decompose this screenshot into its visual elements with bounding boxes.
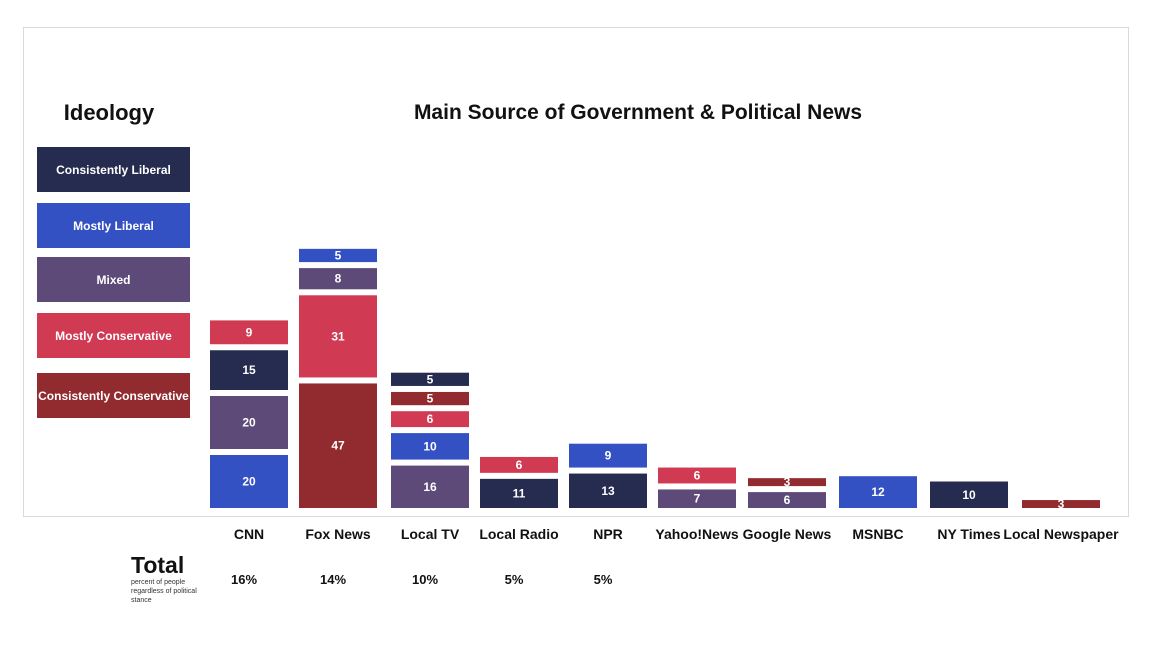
bar-value-label: 10: [962, 488, 976, 502]
total-value: 10%: [412, 572, 438, 587]
bar-value-label: 3: [1058, 497, 1065, 511]
total-title: Total: [131, 552, 184, 579]
bar-value-label: 6: [516, 458, 523, 472]
total-value: 5%: [594, 572, 613, 587]
bar-value-label: 3: [784, 475, 791, 489]
bar-value-label: 47: [331, 439, 345, 453]
category-label: Local Newspaper: [1003, 526, 1119, 542]
bar-value-label: 9: [605, 449, 612, 463]
bar-value-label: 6: [427, 412, 434, 426]
bar-value-label: 7: [694, 492, 701, 506]
total-value: 14%: [320, 572, 346, 587]
category-label: Fox News: [305, 526, 371, 542]
bar-value-label: 10: [423, 439, 437, 453]
category-label: Yahoo!News: [655, 526, 738, 542]
category-label: CNN: [234, 526, 264, 542]
bar-value-label: 20: [242, 416, 256, 430]
bar-value-label: 5: [427, 372, 434, 386]
total-subtitle: percent of people regardless of politica…: [131, 578, 203, 605]
bar-value-label: 5: [335, 248, 342, 262]
bar-value-label: 15: [242, 363, 256, 377]
bar-value-label: 9: [246, 325, 253, 339]
bar-value-label: 16: [423, 480, 437, 494]
bar-value-label: 20: [242, 475, 256, 489]
category-label: Local TV: [401, 526, 460, 542]
category-label: NPR: [593, 526, 623, 542]
bar-value-label: 6: [784, 493, 791, 507]
bar-value-label: 31: [331, 329, 345, 343]
bar-value-label: 11: [513, 486, 526, 500]
category-label: NY Times: [937, 526, 1001, 542]
bar-value-label: 8: [335, 272, 342, 286]
total-value: 5%: [505, 572, 524, 587]
bar-value-label: 13: [601, 484, 615, 498]
total-value: 16%: [231, 572, 257, 587]
category-label: Google News: [743, 526, 832, 542]
category-label: MSNBC: [852, 526, 903, 542]
category-label: Local Radio: [479, 526, 558, 542]
bar-value-label: 12: [871, 485, 885, 499]
bar-value-label: 6: [694, 469, 701, 483]
bar-value-label: 5: [427, 392, 434, 406]
